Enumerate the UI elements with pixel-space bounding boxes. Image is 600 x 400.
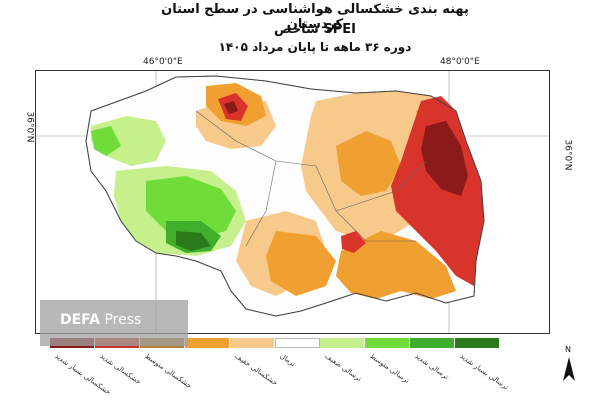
legend-swatch bbox=[410, 338, 455, 348]
region-extreme-wet bbox=[176, 231, 211, 251]
watermark: DEFA Press bbox=[40, 300, 188, 346]
legend-swatch bbox=[275, 338, 320, 348]
legend-label: ترسالی ضعیف bbox=[323, 352, 363, 384]
north-arrow-glyph bbox=[563, 357, 575, 381]
lon-label-left: 46°0'0"E bbox=[143, 57, 183, 67]
map-title: پهنه بندی خشکسالی هواشناسی در سطح استان … bbox=[161, 2, 469, 32]
kurdistan-drought-map bbox=[36, 71, 549, 333]
north-arrow-icon: N bbox=[562, 345, 576, 385]
legend-label: نرمال bbox=[278, 352, 297, 369]
legend-label: ترسالی بسیار شدید bbox=[458, 352, 510, 392]
watermark-brand: DEFA bbox=[60, 312, 100, 328]
province-border bbox=[85, 75, 485, 317]
region-extreme-drought bbox=[421, 121, 468, 196]
legend-label: خشکسالی متوسط bbox=[143, 352, 194, 391]
region-moderate-drought bbox=[336, 231, 456, 299]
region-severe-drought bbox=[341, 231, 366, 253]
legend-label: خشکسالی شدید bbox=[98, 352, 143, 387]
legend-label: ترسالی شدید bbox=[413, 352, 451, 382]
legend-swatch bbox=[320, 338, 365, 348]
map-frame bbox=[35, 70, 550, 334]
legend-swatch bbox=[185, 338, 230, 348]
legend-swatch bbox=[365, 338, 410, 348]
north-label: N bbox=[565, 345, 571, 354]
legend-swatch bbox=[230, 338, 275, 348]
legend-swatch bbox=[455, 338, 500, 348]
lon-label-right: 48°0'0"E bbox=[440, 57, 480, 67]
map-subtitle-period: دوره ۳۶ ماهه تا پایان مرداد ۱۴۰۵ bbox=[218, 40, 412, 54]
region-severe-drought bbox=[391, 96, 484, 286]
region-moderate-wet bbox=[91, 126, 121, 156]
map-subtitle-index: شاخص SPEI bbox=[274, 22, 356, 37]
lat-label-left: 36°0'N bbox=[24, 111, 35, 143]
watermark-text: DEFA Press bbox=[60, 312, 141, 328]
region-moderate-drought bbox=[336, 131, 401, 196]
lat-label-right: 36°0'N bbox=[562, 139, 573, 171]
watermark-suffix: Press bbox=[104, 312, 142, 328]
region-extreme-drought bbox=[224, 101, 238, 114]
region-moderate-drought bbox=[266, 231, 336, 296]
county-boundary bbox=[195, 110, 427, 247]
legend-label: خشکسالی خفیف bbox=[233, 352, 280, 388]
legend-label: ترسالی متوسط bbox=[368, 352, 411, 385]
